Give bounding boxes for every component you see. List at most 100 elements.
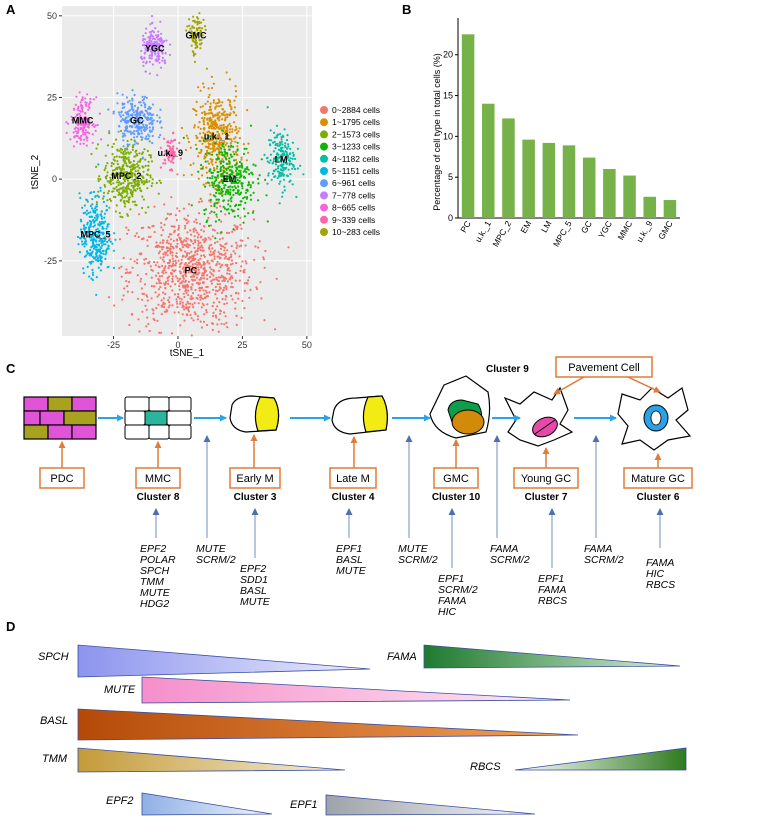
- tsne-point: [244, 201, 247, 204]
- tsne-point: [239, 192, 242, 196]
- tsne-point: [75, 119, 78, 122]
- tsne-point: [178, 247, 181, 251]
- tsne-point: [166, 246, 169, 249]
- tsne-point: [80, 230, 83, 233]
- tsne-point: [156, 38, 160, 41]
- tsne-point: [87, 212, 90, 215]
- tsne-point: [80, 107, 83, 110]
- tsne-point: [145, 308, 148, 311]
- tsne-point: [94, 246, 97, 249]
- tsne-point: [100, 231, 103, 234]
- mature-gc-pore: [650, 410, 662, 426]
- tsne-point: [198, 139, 201, 143]
- tsne-point: [128, 175, 131, 178]
- tsne-point: [233, 215, 236, 218]
- tsne-point: [201, 105, 204, 108]
- tsne-point: [123, 196, 126, 199]
- tsne-point: [147, 113, 151, 116]
- tsne-point: [247, 212, 250, 215]
- tsne-point: [190, 271, 193, 274]
- tsne-point: [221, 118, 224, 121]
- tsne-point: [226, 265, 229, 268]
- tsne-point: [195, 134, 198, 137]
- tsne-point: [210, 272, 213, 276]
- tsne-point: [155, 282, 158, 285]
- tsne-point: [223, 302, 226, 306]
- tsne-point: [240, 158, 243, 161]
- tsne-point: [241, 184, 244, 188]
- gene-name: FAMA: [646, 557, 674, 569]
- tsne-point: [147, 107, 150, 110]
- tsne-point: [218, 181, 221, 184]
- tsne-point: [243, 176, 247, 179]
- tsne-point: [91, 207, 94, 210]
- tsne-point: [133, 163, 136, 167]
- tsne-point: [229, 278, 232, 281]
- tsne-point: [79, 237, 82, 240]
- tsne-cluster-label: YGC: [145, 43, 165, 53]
- tsne-point: [218, 188, 221, 191]
- tsne-point: [229, 191, 232, 194]
- tsne-point: [222, 245, 225, 248]
- tsne-point: [206, 181, 210, 184]
- tsne-point: [178, 209, 181, 213]
- tsne-point: [128, 280, 131, 284]
- tsne-point: [222, 277, 225, 280]
- tsne-point: [77, 118, 80, 121]
- tsne-point: [185, 240, 188, 243]
- tsne-point: [155, 181, 158, 185]
- gene-name: SCRM/2: [438, 584, 478, 596]
- tsne-point: [86, 125, 89, 128]
- tsne-point: [209, 143, 212, 146]
- tsne-point: [163, 267, 166, 270]
- tsne-point: [243, 282, 246, 285]
- tsne-point: [139, 101, 142, 104]
- tsne-point: [201, 117, 204, 120]
- tsne-point: [210, 118, 213, 121]
- tsne-point: [186, 300, 189, 303]
- tsne-point: [206, 259, 209, 262]
- tsne-point: [197, 239, 200, 242]
- tsne-point: [123, 119, 126, 122]
- tsne-point: [171, 257, 174, 260]
- tsne-point: [184, 224, 187, 227]
- tsne-point: [89, 97, 92, 100]
- tsne-point: [194, 288, 197, 292]
- tsne-point: [166, 239, 169, 242]
- tsne-point: [147, 235, 150, 238]
- tsne-point: [198, 212, 201, 215]
- tsne-point: [97, 177, 100, 180]
- tsne-point: [200, 245, 203, 248]
- tsne-point: [202, 267, 205, 270]
- tsne-point: [125, 174, 128, 177]
- tsne-point: [137, 318, 140, 321]
- tsne-point: [190, 295, 193, 298]
- tsne-point: [169, 245, 172, 248]
- tsne-point: [217, 127, 220, 130]
- tsne-point: [188, 24, 191, 27]
- tsne-point: [129, 191, 132, 194]
- tsne-point: [87, 108, 90, 111]
- tsne-point: [240, 265, 243, 268]
- tsne-point: [230, 253, 233, 256]
- tsne-point: [146, 127, 149, 130]
- tsne-point: [212, 131, 215, 134]
- tsne-point: [116, 160, 119, 163]
- tsne-point: [204, 133, 207, 136]
- tsne-point: [215, 215, 218, 218]
- tsne-point: [105, 204, 108, 208]
- tsne-point: [161, 258, 164, 261]
- tsne-point: [211, 175, 214, 178]
- tsne-point: [116, 189, 119, 192]
- tsne-point: [162, 162, 165, 165]
- tsne-point: [226, 249, 229, 252]
- tsne-point: [86, 265, 89, 268]
- tsne-point: [164, 292, 167, 296]
- tsne-point: [129, 130, 132, 133]
- tsne-point: [186, 307, 189, 310]
- tsne-point: [183, 319, 186, 322]
- tsne-point: [157, 252, 160, 255]
- tsne-point: [222, 123, 225, 126]
- tsne-point: [135, 176, 138, 179]
- tsne-point: [120, 275, 123, 278]
